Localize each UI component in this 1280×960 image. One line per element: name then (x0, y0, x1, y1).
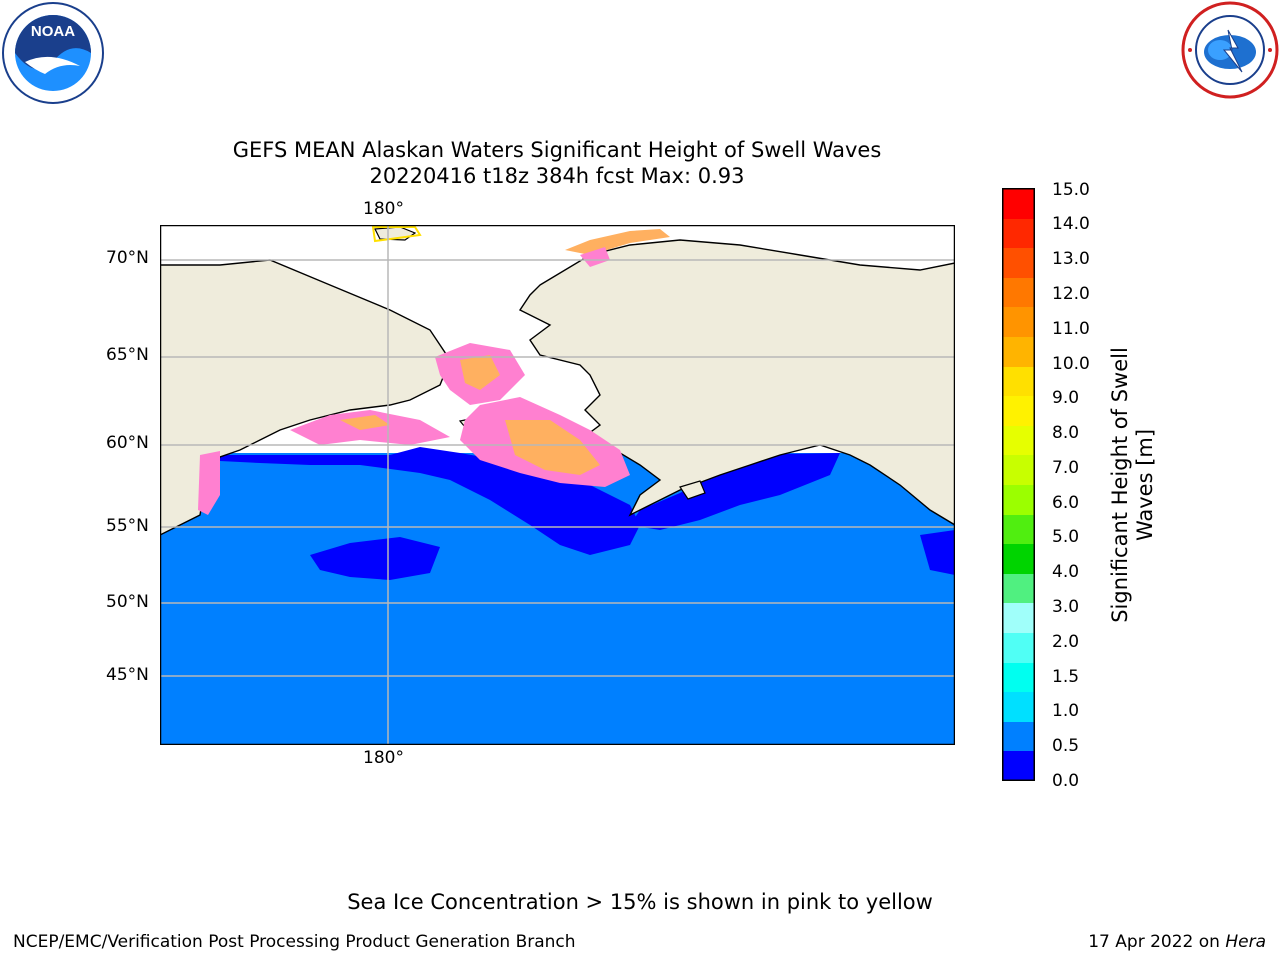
colorbar-swatch (1003, 692, 1034, 722)
colorbar-tick-10: 10.0 (1052, 354, 1090, 374)
chart-title-line2: 20220416 t18z 384h fcst Max: 0.93 (369, 164, 745, 188)
map-area (160, 225, 955, 745)
sea-ice-north-edge (580, 247, 610, 267)
graticule (160, 225, 955, 745)
colorbar-label-line2: Waves [m] (1133, 428, 1157, 542)
colorbar-swatch (1003, 396, 1034, 426)
footer-date: 17 Apr 2022 on Hera (1088, 932, 1266, 952)
colorbar-swatch (1003, 603, 1034, 633)
colorbar-tick-2: 2.0 (1052, 632, 1080, 652)
colorbar-tick-11: 11.0 (1052, 319, 1090, 339)
lat-label-60: 60°N (106, 433, 149, 453)
colorbar-label: Significant Height of Swell Waves [m] (1103, 180, 1163, 790)
noaa-logo-text: NOAA (31, 23, 75, 40)
colorbar-swatch (1003, 544, 1034, 574)
colorbar-swatch (1003, 219, 1034, 248)
colorbar-frame (1002, 188, 1035, 781)
colorbar-tick-1-5: 1.5 (1052, 667, 1080, 687)
footer-date-text: 17 Apr 2022 on (1088, 932, 1226, 952)
colorbar-tick-0: 0.0 (1052, 771, 1080, 791)
colorbar-swatch (1003, 751, 1034, 781)
colorbar-tick-13: 13.0 (1052, 249, 1090, 269)
lat-label-45: 45°N (106, 665, 149, 685)
colorbar-tick-3: 3.0 (1052, 597, 1080, 617)
colorbar-tick-6: 6.0 (1052, 493, 1080, 513)
colorbar-tick-7: 7.0 (1052, 458, 1080, 478)
colorbar-swatch (1003, 307, 1034, 337)
colorbar-swatch (1003, 248, 1034, 278)
colorbar-tick-12: 12.0 (1052, 284, 1090, 304)
colorbar-tick-5: 5.0 (1052, 527, 1080, 547)
sea-ice-note: Sea Ice Concentration > 15% is shown in … (347, 890, 933, 914)
colorbar-swatch (1003, 663, 1034, 692)
sea-ice-bering-core (505, 420, 600, 475)
map-frame (160, 225, 955, 745)
lon-label-top: 180° (363, 199, 404, 219)
colorbar-tick-15: 15.0 (1052, 180, 1090, 200)
colorbar-swatch (1003, 485, 1034, 515)
sea-ice-kamchatka (198, 451, 220, 515)
sea-ice-chukchi-core (460, 355, 500, 390)
colorbar (1002, 188, 1035, 781)
colorbar-swatch (1003, 189, 1034, 219)
footer-machine: Hera (1225, 932, 1266, 952)
chart-title-line1: GEFS MEAN Alaskan Waters Significant Hei… (232, 138, 882, 162)
colorbar-tick-9: 9.0 (1052, 388, 1080, 408)
colorbar-swatch (1003, 633, 1034, 663)
colorbar-tick-0-5: 0.5 (1052, 736, 1080, 756)
colorbar-tick-1: 1.0 (1052, 701, 1080, 721)
sea-ice-anadyr-core (340, 415, 390, 430)
sea-ice-wrangel-ring (371, 226, 422, 243)
lon-label-bottom: 180° (363, 748, 404, 768)
colorbar-tick-8: 8.0 (1052, 423, 1080, 443)
lat-label-70: 70°N (106, 248, 149, 268)
sea-ice-north (565, 229, 670, 255)
colorbar-label-line1: Significant Height of Swell (1108, 347, 1132, 623)
colorbar-tick-14: 14.0 (1052, 214, 1090, 234)
lat-label-65: 65°N (106, 345, 149, 365)
lat-label-50: 50°N (106, 592, 149, 612)
noaa-logo: NOAA (2, 2, 104, 104)
colorbar-swatch (1003, 455, 1034, 485)
colorbar-swatch (1003, 426, 1034, 455)
colorbar-swatch (1003, 337, 1034, 367)
colorbar-tick-4: 4.0 (1052, 562, 1080, 582)
shelf-southeast (920, 530, 955, 575)
colorbar-swatch (1003, 574, 1034, 603)
colorbar-swatch (1003, 515, 1034, 544)
colorbar-swatch (1003, 367, 1034, 396)
shelf-aleutians (310, 537, 440, 580)
land-kodiak (679, 480, 706, 500)
lat-label-55: 55°N (106, 516, 149, 536)
nws-logo (1181, 1, 1279, 99)
colorbar-swatch (1003, 278, 1034, 307)
footer-branch: NCEP/EMC/Verification Post Processing Pr… (13, 932, 576, 952)
colorbar-swatch (1003, 722, 1034, 751)
shelf-alaska (630, 453, 840, 530)
land-alaska (518, 239, 955, 526)
